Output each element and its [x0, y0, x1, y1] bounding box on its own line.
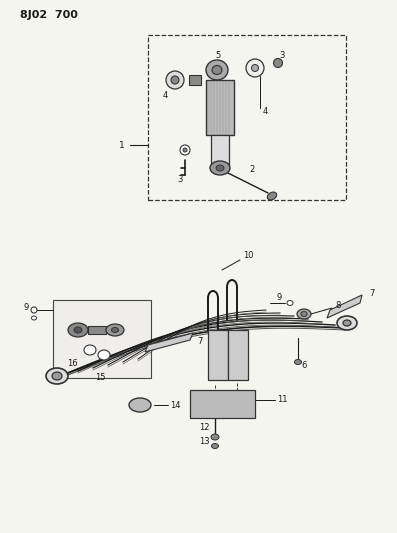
Ellipse shape — [274, 59, 283, 68]
Text: 8: 8 — [335, 302, 341, 311]
Text: 2: 2 — [249, 166, 254, 174]
Text: 4: 4 — [262, 108, 268, 117]
Text: 5: 5 — [216, 52, 221, 61]
Ellipse shape — [252, 64, 258, 71]
Ellipse shape — [212, 66, 222, 75]
Text: 7: 7 — [197, 337, 203, 346]
Ellipse shape — [343, 320, 351, 326]
Text: 3: 3 — [279, 52, 285, 61]
Ellipse shape — [84, 345, 96, 355]
Text: 10: 10 — [243, 252, 253, 261]
Ellipse shape — [171, 76, 179, 84]
Ellipse shape — [46, 368, 68, 384]
Text: 16: 16 — [67, 359, 77, 367]
Ellipse shape — [210, 161, 230, 175]
Ellipse shape — [212, 443, 218, 448]
Text: 9: 9 — [276, 294, 281, 303]
Text: 3: 3 — [177, 175, 183, 184]
Ellipse shape — [183, 148, 187, 152]
Ellipse shape — [297, 309, 311, 319]
Ellipse shape — [216, 165, 224, 171]
Ellipse shape — [106, 324, 124, 336]
Bar — [208, 330, 228, 380]
Bar — [148, 35, 346, 200]
Ellipse shape — [74, 327, 82, 333]
Ellipse shape — [295, 359, 301, 365]
Text: 8J02  700: 8J02 700 — [20, 10, 78, 20]
Bar — [189, 75, 201, 85]
Bar — [190, 390, 255, 418]
Bar — [53, 300, 151, 378]
Ellipse shape — [267, 192, 277, 200]
Ellipse shape — [206, 60, 228, 80]
Text: 13: 13 — [198, 438, 209, 447]
Ellipse shape — [31, 307, 37, 313]
Bar — [228, 330, 248, 380]
Bar — [206, 80, 234, 135]
Ellipse shape — [211, 434, 219, 440]
Ellipse shape — [129, 398, 151, 412]
Polygon shape — [145, 333, 193, 352]
Bar — [88, 326, 106, 334]
Polygon shape — [327, 295, 362, 318]
Text: 11: 11 — [277, 395, 287, 405]
Ellipse shape — [31, 316, 37, 320]
Ellipse shape — [52, 372, 62, 380]
Text: 14: 14 — [170, 400, 180, 409]
Text: 7: 7 — [369, 288, 375, 297]
Ellipse shape — [180, 145, 190, 155]
Ellipse shape — [246, 59, 264, 77]
Ellipse shape — [68, 323, 88, 337]
Ellipse shape — [337, 316, 357, 330]
Text: 6: 6 — [301, 361, 307, 370]
Ellipse shape — [112, 327, 118, 333]
Text: 15: 15 — [95, 374, 105, 383]
Ellipse shape — [287, 301, 293, 305]
Text: 4: 4 — [162, 91, 168, 100]
Text: 12: 12 — [199, 424, 209, 432]
Ellipse shape — [98, 350, 110, 360]
Bar — [211, 135, 229, 165]
Ellipse shape — [301, 311, 307, 317]
Ellipse shape — [166, 71, 184, 89]
Text: 9: 9 — [23, 303, 29, 312]
Text: 1: 1 — [119, 141, 125, 149]
